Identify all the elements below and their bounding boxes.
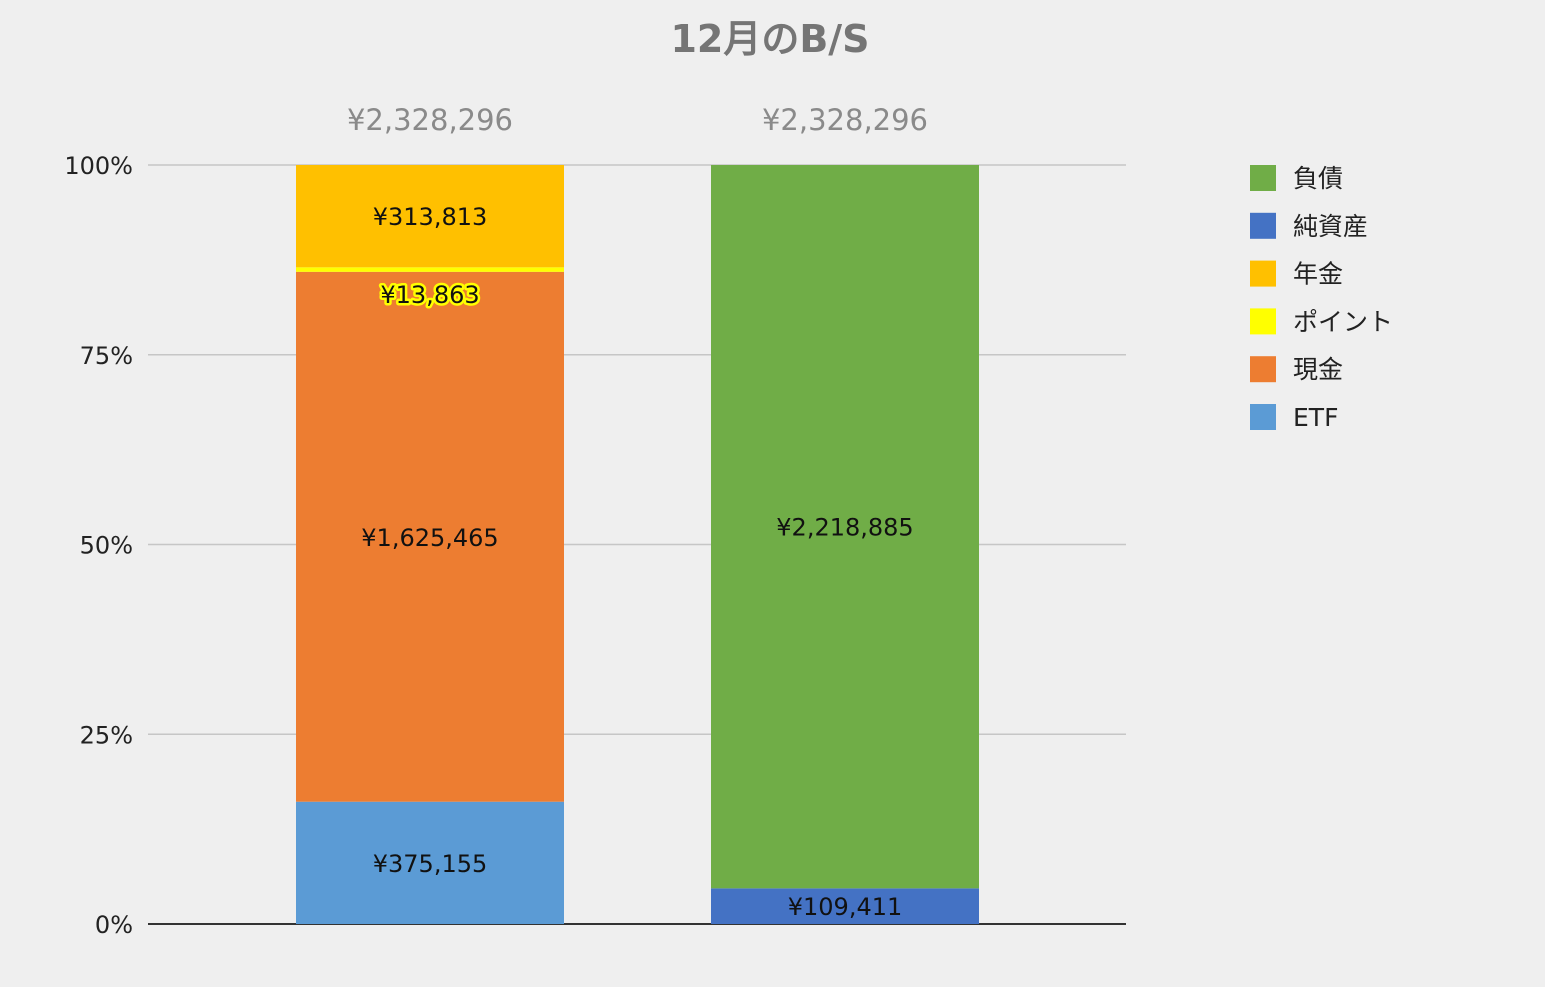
gridlines <box>148 164 1126 925</box>
legend-swatch <box>1250 260 1276 287</box>
y-tick-label: 0% <box>95 911 133 939</box>
data-label: ¥375,155 <box>373 850 488 878</box>
y-tick-label: 25% <box>80 721 133 749</box>
bar-totals: ¥2,328,296 ¥2,328,296 <box>347 103 928 137</box>
legend-label: 純資産 <box>1293 212 1368 241</box>
y-tick-label: 100% <box>64 152 133 180</box>
bar-segment <box>296 801 564 924</box>
bar-total-label: ¥2,328,296 <box>762 103 928 137</box>
chart-title: 12月のB/S <box>670 17 869 61</box>
data-label: ¥13,863 <box>380 281 479 309</box>
data-label: ¥1,625,465 <box>361 524 498 552</box>
legend-swatch <box>1250 212 1276 239</box>
y-tick-label: 50% <box>80 532 133 560</box>
legend-swatch <box>1250 356 1276 383</box>
legend-swatch <box>1250 308 1276 335</box>
data-label: ¥109,411 <box>788 893 903 921</box>
legend-swatch <box>1250 165 1276 191</box>
legend-label: ETF <box>1293 403 1338 432</box>
data-label: ¥313,813 <box>373 203 488 231</box>
bar-total-label: ¥2,328,296 <box>347 103 513 137</box>
bar-segment <box>296 267 564 272</box>
bar-segment <box>711 888 979 924</box>
legend-label: ポイント <box>1293 307 1393 336</box>
bar-segment <box>296 165 564 268</box>
y-axis: 0% 25% 50% 75% 100% <box>64 152 133 939</box>
bars: ¥375,155 ¥1,625,465 ¥13,863 ¥313,813 ¥109,41… <box>296 165 979 924</box>
data-label: ¥2,218,885 <box>776 514 913 542</box>
bar-segment <box>711 165 979 889</box>
bar-segment <box>296 271 564 802</box>
legend-label: 負債 <box>1293 164 1343 193</box>
y-tick-label: 75% <box>80 342 133 370</box>
legend-swatch <box>1250 404 1276 430</box>
legend-label: 現金 <box>1293 355 1343 384</box>
legend-label: 年金 <box>1293 260 1343 289</box>
